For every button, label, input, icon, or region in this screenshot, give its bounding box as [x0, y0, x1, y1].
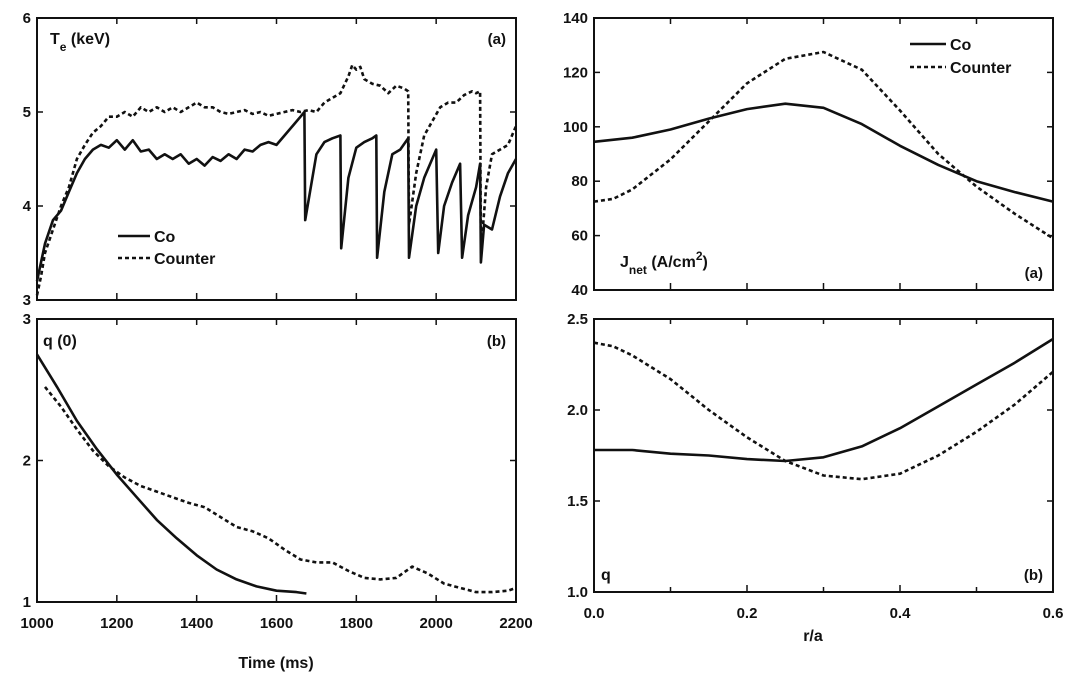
q0-series-counter: [43, 386, 517, 594]
panel-jnet-ytick-labels: 40 60 80 100 120 140: [563, 10, 588, 299]
q0-xtick-label: 1000: [20, 615, 53, 632]
panel-jnet-legend: Co Counter: [910, 37, 1011, 77]
panel-q0-xtick-labels: 1000 1200 1400 1600 1800 2000 2200: [20, 615, 532, 632]
panel-te-frame: [36, 17, 517, 301]
q0-xtick-label: 2000: [419, 615, 452, 632]
panel-q-xtick-labels: 0.0 0.2 0.4 0.6: [584, 605, 1064, 622]
q0-xtick-label: 2200: [499, 615, 532, 632]
q-xtick-label: 0.4: [890, 605, 912, 622]
panel-q0-ytick-labels: 1 2 3: [23, 311, 31, 611]
panel-jnet-series: [593, 50, 1054, 240]
te-ylabel-sub: e: [60, 40, 67, 54]
te-ytick-label: 5: [23, 104, 31, 121]
panel-te-legend: Co Counter: [118, 229, 215, 268]
panel-te-series: [35, 63, 518, 296]
te-ylabel-main: T: [50, 31, 60, 48]
panel-te: 3 4 5 6 Te (keV) (a) Co Counter: [23, 10, 518, 309]
jnet-series-counter: [593, 50, 1054, 240]
panel-te-ytick-labels: 3 4 5 6: [23, 10, 32, 309]
legend-counter-label: Counter: [950, 60, 1011, 77]
jnet-ytick-label: 80: [571, 173, 588, 190]
q0-ytick-label: 2: [23, 453, 31, 470]
q-ytick-label: 1.5: [567, 493, 588, 510]
legend-co-label: Co: [154, 229, 176, 246]
panel-jnet-frame: [593, 17, 1054, 291]
panel-q0-series: [35, 353, 517, 595]
q0-ytick-label: 3: [23, 311, 31, 328]
q-ytick-label: 2.0: [567, 402, 588, 419]
te-series-co: [35, 110, 518, 282]
panel-q0-label: (b): [487, 333, 506, 350]
panel-q0-frame: [36, 318, 517, 603]
panel-q-frame: [593, 318, 1054, 593]
panel-te-ylabel: Te (keV): [50, 31, 110, 54]
panel-q-label: (b): [1024, 567, 1043, 584]
q-xtick-label: 0.0: [584, 605, 605, 622]
te-ytick-label: 6: [23, 10, 31, 27]
te-ylabel-rest: (keV): [66, 31, 110, 48]
q-ytick-label: 1.0: [567, 584, 588, 601]
jnet-ylabel-end: ): [703, 254, 708, 271]
jnet-ytick-label: 140: [563, 10, 588, 27]
panel-q: 1.0 1.5 2.0 2.5 0.0 0.2 0.4 0.6 q (b) r/a: [567, 311, 1063, 645]
q-xtick-label: 0.2: [737, 605, 758, 622]
te-ytick-label: 3: [23, 292, 31, 309]
jnet-ylabel-rest: (A/cm: [647, 254, 696, 271]
jnet-ytick-label: 100: [563, 119, 588, 136]
panel-jnet-ticks: [593, 17, 1054, 291]
panel-te-ticks: [36, 17, 517, 301]
panel-te-label: (a): [488, 31, 506, 48]
panel-q0-xlabel: Time (ms): [238, 655, 313, 672]
q-series-counter: [593, 341, 1054, 481]
panel-q-ticks: [593, 318, 1054, 593]
panel-q-ylabel: q: [601, 567, 611, 584]
jnet-ylabel-sub: net: [629, 263, 647, 277]
legend-counter-label: Counter: [154, 251, 215, 268]
q0-xtick-label: 1400: [180, 615, 213, 632]
panel-q0: 1 2 3 1000 1200 1400 1600 1800 2000 2200 q (0) (…: [20, 311, 532, 672]
legend-co-label: Co: [950, 37, 972, 54]
panel-jnet: 40 60 80 100 120 140 Jnet (A/cm2) (a) Co Coun…: [563, 10, 1054, 299]
jnet-ylabel-sup: 2: [696, 249, 703, 263]
q0-ytick-label: 1: [23, 594, 31, 611]
te-series-counter: [35, 63, 518, 296]
q-ytick-label: 2.5: [567, 311, 588, 328]
q0-series-co: [35, 353, 307, 595]
panel-q-ytick-labels: 1.0 1.5 2.0 2.5: [567, 311, 588, 601]
panel-q0-ylabel: q (0): [43, 333, 77, 350]
jnet-ylabel-main: J: [620, 254, 629, 271]
jnet-ytick-label: 120: [563, 64, 588, 81]
jnet-ytick-label: 40: [571, 282, 588, 299]
jnet-series-co: [593, 102, 1054, 203]
jnet-ytick-label: 60: [571, 228, 588, 245]
q0-xtick-label: 1800: [340, 615, 373, 632]
q0-xtick-label: 1200: [100, 615, 133, 632]
panel-q0-ticks: [36, 318, 517, 603]
panel-q-series: [593, 337, 1054, 481]
te-ytick-label: 4: [23, 198, 32, 215]
panel-jnet-ylabel: Jnet (A/cm2): [620, 249, 708, 277]
panel-q-xlabel: r/a: [803, 628, 823, 645]
q0-xtick-label: 1600: [260, 615, 293, 632]
q-series-co: [594, 337, 1054, 463]
q-xtick-label: 0.6: [1043, 605, 1064, 622]
panel-jnet-label: (a): [1025, 265, 1043, 282]
